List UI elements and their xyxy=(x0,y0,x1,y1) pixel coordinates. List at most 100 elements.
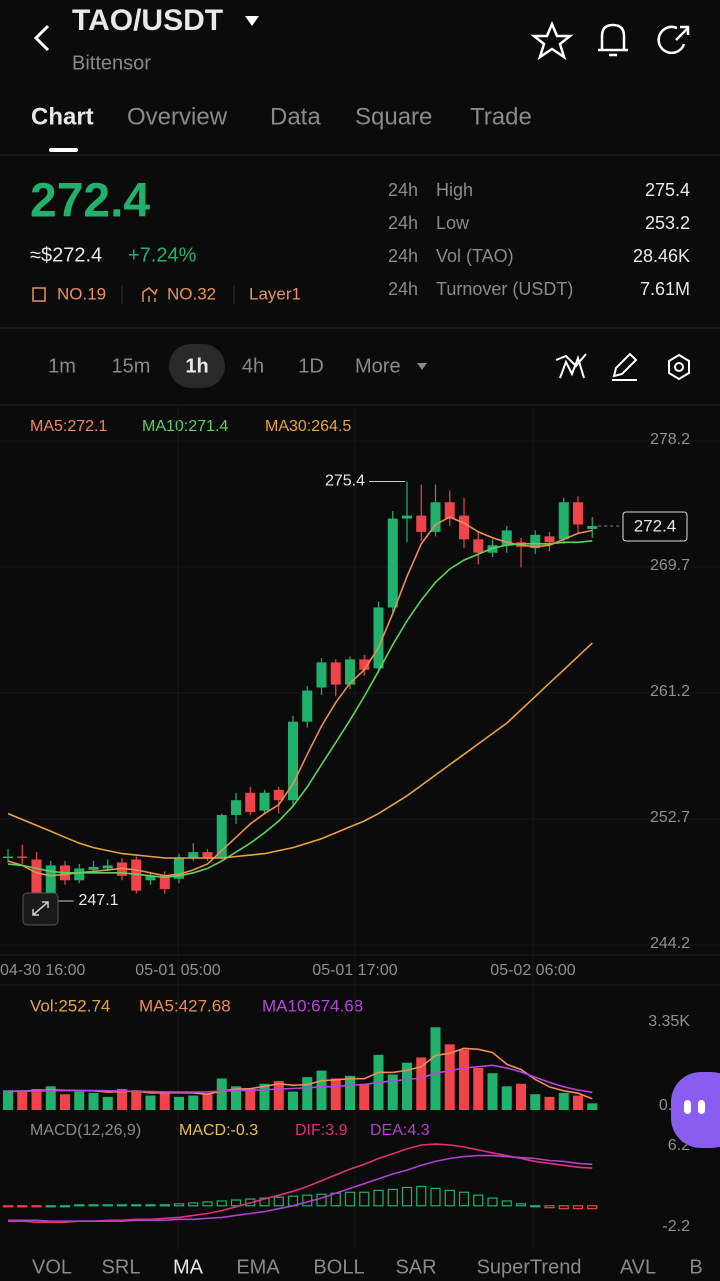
volume-bar xyxy=(273,1081,284,1110)
stat-value: 275.4 xyxy=(645,180,690,200)
volume-bar xyxy=(159,1091,170,1110)
candle-body xyxy=(88,866,99,870)
volume-bar xyxy=(330,1078,341,1110)
rank-icon xyxy=(142,287,158,302)
share-icon[interactable] xyxy=(657,25,690,55)
tab[interactable]: Overview xyxy=(127,103,228,130)
tab[interactable]: Trade xyxy=(470,103,532,130)
tab[interactable]: Chart xyxy=(31,103,94,130)
y-tick-label: 244.2 xyxy=(650,935,690,952)
interval[interactable]: 1m xyxy=(48,355,76,377)
legend: MACD(12,26,9) xyxy=(30,1122,141,1139)
volume-bar xyxy=(359,1083,370,1110)
candle-body xyxy=(387,518,398,608)
stat-period: 24h xyxy=(388,246,418,266)
macd-bar xyxy=(501,1200,512,1207)
candle-body xyxy=(530,534,541,549)
candle-body xyxy=(359,659,370,670)
candle-body xyxy=(74,868,85,881)
usd-price: ≈$272.4 xyxy=(30,244,102,266)
low-label: 247.1 xyxy=(79,892,119,909)
legend: MA30:264.5 xyxy=(265,418,351,435)
macd-bar xyxy=(572,1205,584,1210)
alert-icon[interactable] xyxy=(598,23,628,57)
tab[interactable]: Square xyxy=(355,103,432,130)
candle-body xyxy=(145,875,156,881)
legend: MA5:272.1 xyxy=(30,418,107,435)
volume-bar xyxy=(88,1092,99,1110)
interval[interactable]: 1D xyxy=(298,355,324,377)
pair-dropdown[interactable] xyxy=(245,16,259,26)
macd-bar xyxy=(216,1200,227,1207)
indicator-tab[interactable]: EMA xyxy=(236,1256,280,1278)
candle-body xyxy=(102,865,113,869)
indicator-tab[interactable]: MA xyxy=(173,1256,204,1278)
macd-bar xyxy=(188,1202,199,1207)
volume-bar xyxy=(387,1074,398,1110)
badge[interactable]: Layer1 xyxy=(249,284,301,303)
assistant-bubble[interactable] xyxy=(671,1072,720,1148)
interval[interactable]: 4h xyxy=(242,355,264,377)
stat-value: 253.2 xyxy=(645,213,690,233)
indicator-tab[interactable]: AVL xyxy=(620,1256,656,1278)
stat-label: High xyxy=(436,180,473,200)
macd-bar xyxy=(444,1189,455,1207)
macd-bar xyxy=(88,1204,99,1207)
macd-bar xyxy=(45,1205,56,1208)
candle-body xyxy=(573,502,583,525)
stat-period: 24h xyxy=(388,279,418,299)
macd-bar xyxy=(416,1185,427,1207)
more-dropdown[interactable] xyxy=(417,363,427,370)
macd-bar xyxy=(316,1193,327,1207)
draw-icon[interactable] xyxy=(612,352,638,381)
macd-bar xyxy=(2,1205,14,1208)
interval[interactable]: More xyxy=(355,355,401,377)
badge[interactable]: NO.19 xyxy=(57,284,106,303)
indicator-tab[interactable]: VOL xyxy=(32,1256,72,1278)
legend: DEA:4.3 xyxy=(370,1122,430,1139)
favorite-icon[interactable] xyxy=(530,20,574,60)
candle-body xyxy=(345,659,355,685)
indicator-tab[interactable]: B xyxy=(689,1256,702,1278)
indicator-tab[interactable]: SAR xyxy=(395,1256,436,1278)
candle-body xyxy=(159,875,170,890)
stat-label: Vol (TAO) xyxy=(436,246,514,266)
badge[interactable]: NO.32 xyxy=(167,284,216,303)
candle-body xyxy=(259,792,270,811)
tab-indicator xyxy=(49,148,78,152)
candle-body xyxy=(459,515,469,540)
indicator-icon[interactable] xyxy=(555,353,587,379)
back-button[interactable] xyxy=(33,24,50,52)
candle-body xyxy=(501,530,512,546)
macd-bar xyxy=(273,1196,284,1207)
assistant-eye xyxy=(684,1100,691,1114)
ma-line xyxy=(7,540,593,879)
volume-bar xyxy=(459,1049,469,1110)
macd-bar xyxy=(430,1187,441,1207)
volume-bar xyxy=(45,1086,56,1110)
volume-bar xyxy=(60,1094,70,1110)
ma-line xyxy=(7,516,593,877)
candle-body xyxy=(330,662,341,685)
volume-bar xyxy=(345,1075,355,1110)
macd-bar xyxy=(116,1204,128,1207)
macd-bar xyxy=(131,1204,142,1207)
stat-period: 24h xyxy=(388,180,418,200)
interval[interactable]: 15m xyxy=(112,355,151,377)
candle-body xyxy=(430,502,441,532)
ma-line xyxy=(8,1064,593,1094)
last-price-label: 272.4 xyxy=(634,516,677,535)
indicator-tab[interactable]: SRL xyxy=(102,1256,141,1278)
indicator-tab[interactable]: SuperTrend xyxy=(477,1256,582,1278)
volume-bar xyxy=(402,1062,412,1110)
indicator-tab[interactable]: BOLL xyxy=(313,1256,364,1278)
interval[interactable]: 1h xyxy=(185,355,208,377)
macd-bar xyxy=(558,1205,569,1210)
high-label: 275.4 xyxy=(325,473,365,490)
pair[interactable]: TAO/USDT xyxy=(72,4,223,37)
volume-bar xyxy=(473,1067,484,1110)
tab[interactable]: Data xyxy=(270,103,321,130)
settings-icon[interactable] xyxy=(668,353,690,381)
candle-body xyxy=(473,539,484,553)
